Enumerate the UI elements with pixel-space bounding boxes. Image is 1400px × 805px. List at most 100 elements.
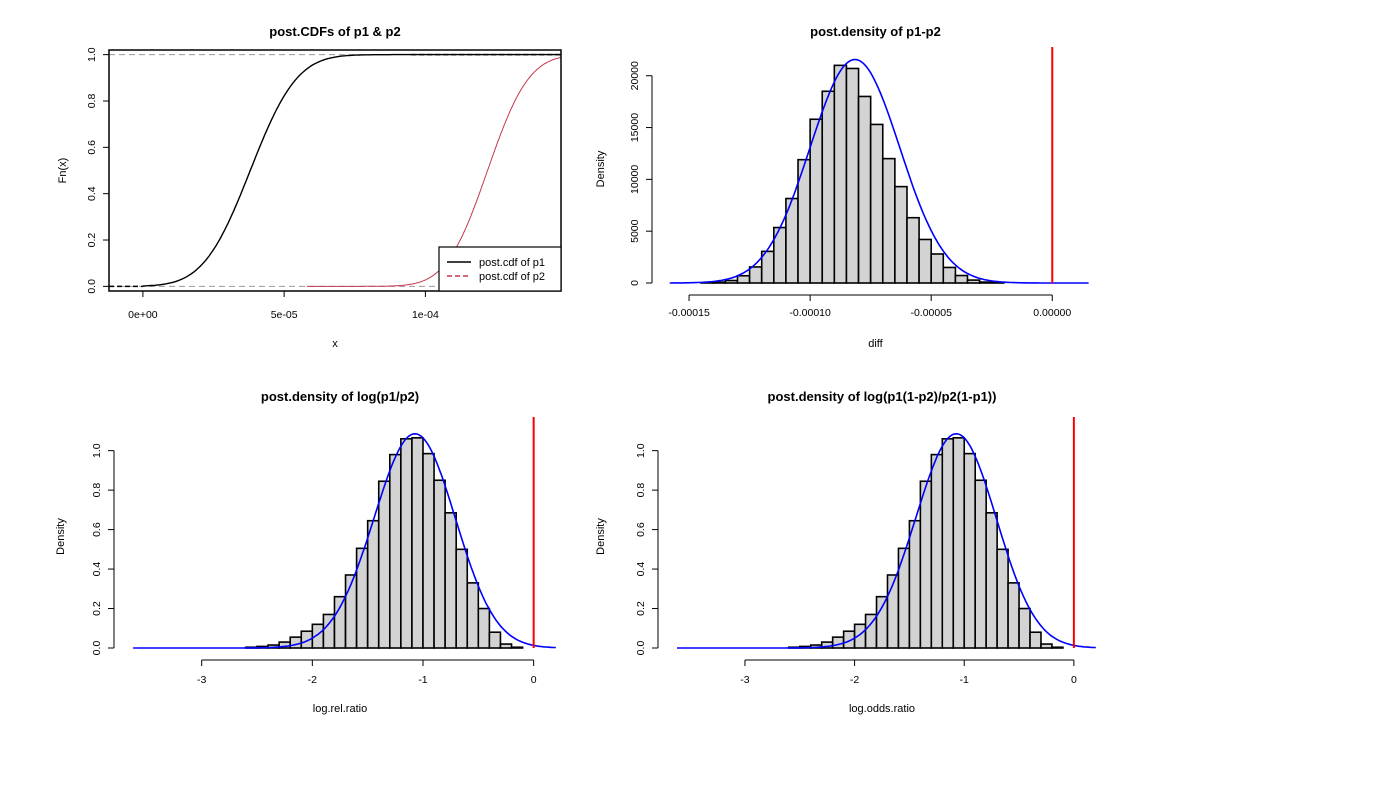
legend-box <box>439 247 561 291</box>
histogram-bar <box>986 513 997 648</box>
histogram-bar <box>456 549 467 648</box>
y-tick-label: 0.2 <box>91 601 103 616</box>
chart-diff: post.density of p1-p2 diff Density 0 5000 100… <box>595 24 1089 350</box>
y-tick-label: 0.0 <box>86 279 98 294</box>
histogram-bar <box>975 480 986 648</box>
x-tick-label: -1 <box>418 674 427 686</box>
legend: post.cdf of p1 post.cdf of p2 <box>439 247 561 291</box>
x-tick-label: -2 <box>850 674 859 686</box>
x-tick-label: -3 <box>197 674 206 686</box>
y-tick-label: 5000 <box>629 219 641 243</box>
y-axis-label: Density <box>595 150 607 187</box>
x-tick-label: 0 <box>1071 674 1077 686</box>
y-tick-label: 0 <box>629 280 641 286</box>
histogram-bar <box>931 455 942 648</box>
chart-cdf: post.CDFs of p1 & p2xFn(x)0.00.20.40.60.… <box>57 24 561 350</box>
x-tick-label: -3 <box>740 674 749 686</box>
histogram-bar <box>883 159 895 283</box>
histogram-bar <box>512 647 523 648</box>
histogram-bar <box>871 124 883 283</box>
chart-title: post.CDFs of p1 & p2 <box>269 24 400 39</box>
y-tick-label: 0.4 <box>635 562 647 577</box>
histogram-bar <box>895 187 907 283</box>
x-tick-label: -0.00015 <box>668 307 710 319</box>
y-tick-label: 0.0 <box>635 641 647 656</box>
histogram-bar <box>919 239 931 283</box>
histogram-bar <box>290 637 301 648</box>
y-tick-label: 0.8 <box>86 94 98 109</box>
chart-logrr: post.density of log(p1/p2)log.rel.ratioD… <box>55 389 556 715</box>
histogram-bar <box>1052 647 1063 648</box>
histogram-bar <box>833 637 844 648</box>
y-tick-label: 0.6 <box>91 522 103 537</box>
histogram-bar <box>334 597 345 648</box>
histogram-bar <box>412 438 423 648</box>
chart-title: post.density of log(p1/p2) <box>261 389 419 404</box>
histogram-bar <box>943 267 955 283</box>
histogram-bar <box>489 632 500 648</box>
histogram-bar <box>955 276 967 283</box>
x-tick-label: 0 <box>531 674 537 686</box>
histogram-bar <box>725 281 737 283</box>
histogram-bar <box>964 454 975 648</box>
histogram-bar <box>834 65 846 283</box>
chart-logor: post.density of log(p1(1-p2)/p2(1-p1)) lo… <box>595 389 1096 715</box>
histogram-bar <box>1019 609 1030 648</box>
y-tick-label: 20000 <box>629 61 641 90</box>
y-tick-label: 15000 <box>629 113 641 142</box>
histogram-bar <box>390 455 401 648</box>
x-axis-label: diff <box>868 338 883 350</box>
histogram-bar <box>822 91 834 283</box>
legend-label: post.cdf of p2 <box>479 271 545 283</box>
y-tick-label: 0.6 <box>86 140 98 155</box>
histogram-bar <box>968 280 980 283</box>
histogram-bar <box>478 609 489 648</box>
x-tick-label: 0e+00 <box>128 309 158 321</box>
y-axis-label: Density <box>55 518 67 555</box>
y-tick-label: 0.0 <box>91 641 103 656</box>
y-tick-label: 1.0 <box>635 443 647 458</box>
chart-title: post.density of p1-p2 <box>810 24 941 39</box>
x-tick-label: 1e-04 <box>412 309 439 321</box>
y-tick-label: 10000 <box>629 165 641 194</box>
histogram-bar <box>434 480 445 648</box>
histogram-bar <box>445 513 456 648</box>
y-tick-label: 0.6 <box>635 522 647 537</box>
y-tick-label: 1.0 <box>91 443 103 458</box>
histogram-bar <box>846 68 858 283</box>
histogram-bar <box>467 583 478 648</box>
histogram-bar <box>907 218 919 283</box>
histogram-bar <box>980 282 992 283</box>
histogram-bar <box>401 439 412 648</box>
y-tick-label: 0.4 <box>86 186 98 201</box>
y-axis-label: Density <box>595 518 607 555</box>
legend-label: post.cdf of p1 <box>479 257 545 269</box>
x-axis-label: x <box>332 338 338 350</box>
y-tick-label: 0.4 <box>91 562 103 577</box>
histogram-bar <box>737 276 749 283</box>
histogram-bar <box>931 254 943 283</box>
chart-title: post.density of log(p1(1-p2)/p2(1-p1)) <box>768 389 997 404</box>
x-tick-label: -0.00010 <box>789 307 831 319</box>
histogram-bar <box>423 454 434 648</box>
y-tick-label: 0.2 <box>86 233 98 248</box>
x-tick-label: -2 <box>308 674 317 686</box>
x-tick-label: -1 <box>960 674 969 686</box>
histogram-bar <box>920 481 931 648</box>
histogram-bar <box>713 282 725 283</box>
x-tick-label: 0.00000 <box>1033 307 1071 319</box>
y-tick-label: 0.8 <box>91 483 103 498</box>
histogram-bar <box>997 549 1008 648</box>
histogram-bar <box>859 96 871 283</box>
histogram-bar <box>1008 583 1019 648</box>
histogram-bar <box>368 521 379 648</box>
x-tick-label: -0.00005 <box>910 307 952 319</box>
histogram-bar <box>750 267 762 283</box>
y-tick-label: 0.8 <box>635 483 647 498</box>
x-axis-label: log.odds.ratio <box>849 703 915 715</box>
histogram-bar <box>942 439 953 648</box>
histogram-bar <box>379 481 390 648</box>
histogram-bar <box>1030 632 1041 648</box>
